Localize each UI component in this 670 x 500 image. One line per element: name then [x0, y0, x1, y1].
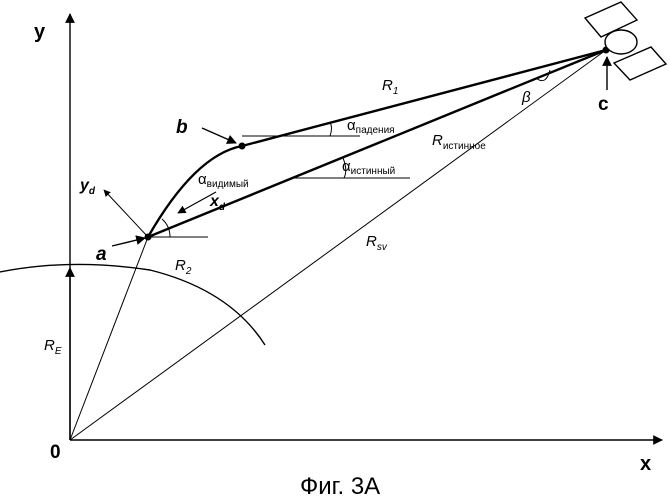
origin-label: 0: [50, 442, 61, 463]
y-axis-label: y: [34, 21, 46, 43]
beta-label: β: [521, 89, 531, 106]
r2-label: R2: [175, 257, 192, 277]
point-c-label: c: [598, 94, 609, 115]
r1-label: R1: [382, 77, 398, 97]
pointer-arrow-b: [202, 128, 236, 143]
r-true-label: Rистинное: [432, 132, 486, 152]
alpha-fall-arc: [330, 122, 332, 136]
rsv-line: [70, 50, 606, 440]
alpha-fall-label: αпадения: [347, 117, 395, 136]
point-b-label: b: [176, 117, 188, 138]
figure-caption: Фиг. 3А: [300, 473, 380, 500]
satellite-icon: [585, 2, 666, 80]
r1-line: [242, 50, 606, 146]
pointer-arrow-a: [112, 238, 145, 246]
origin-to-a-line: [70, 237, 148, 440]
re-label: RE: [44, 337, 62, 357]
rsv-label: Rsv: [366, 233, 388, 253]
alpha-true-label: αистинный: [342, 158, 395, 177]
point-b-dot: [239, 143, 246, 150]
yd-axis-arrow: [104, 190, 148, 237]
alpha-visible-label: αвидимый: [198, 171, 249, 190]
ray-path-curve: [148, 146, 242, 237]
point-a-dot: [145, 234, 152, 241]
alpha-visible-arc: [162, 219, 170, 237]
x-axis-label: x: [640, 453, 651, 475]
yd-label: yd: [79, 177, 96, 197]
point-a-label: a: [96, 244, 107, 265]
